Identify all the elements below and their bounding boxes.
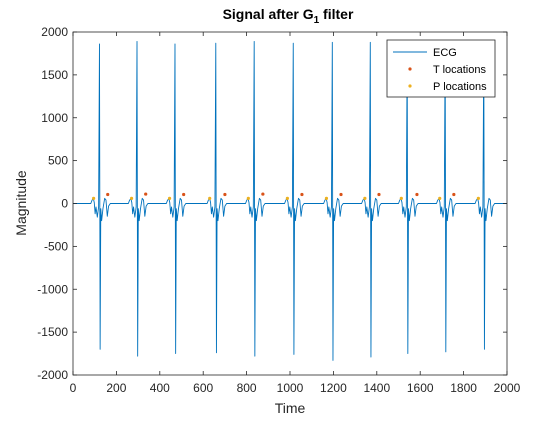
t-location-point xyxy=(339,192,343,197)
ecg-series-layer xyxy=(73,40,507,361)
x-tick-label: 2000 xyxy=(494,381,521,395)
y-axis: -2000 -1500 -1000 -500 0 500 1000 1500 2000 xyxy=(37,25,507,382)
p-location-point xyxy=(167,196,172,200)
p-location-point xyxy=(285,196,289,200)
legend-ecg-label: ECG xyxy=(433,47,457,59)
y-tick-label: -1000 xyxy=(37,282,68,296)
legend: ECG T locations P locations xyxy=(386,39,496,98)
y-tick-label: -1500 xyxy=(37,325,68,339)
p-location-point xyxy=(129,196,134,200)
p-location-point xyxy=(92,196,96,200)
x-tick-label: 600 xyxy=(193,381,213,395)
y-tick-label: 1500 xyxy=(41,68,68,82)
y-tick-label: 500 xyxy=(48,154,68,168)
t-location-point xyxy=(300,192,304,197)
p-location-point xyxy=(399,196,403,200)
p-location-point xyxy=(246,196,250,200)
x-tick-label: 1200 xyxy=(320,381,347,395)
t-location-point xyxy=(415,192,419,197)
chart-title: Signal after G1 filter xyxy=(223,6,354,26)
y-tick-label: 1000 xyxy=(41,111,68,125)
y-tick-label: 0 xyxy=(61,197,68,211)
ecg-line xyxy=(73,40,507,361)
x-tick-label: 800 xyxy=(237,381,257,395)
p-location-point xyxy=(363,196,367,200)
t-location-point xyxy=(223,192,227,197)
x-tick-label: 0 xyxy=(70,381,77,395)
legend-box xyxy=(386,39,496,98)
x-tick-label: 1400 xyxy=(363,381,390,395)
t-location-point xyxy=(377,192,381,197)
x-tick-label: 400 xyxy=(150,381,170,395)
y-tick-label: 2000 xyxy=(41,25,68,39)
x-tick-label: 1600 xyxy=(407,381,434,395)
t-locations-layer xyxy=(106,192,456,197)
chart-title-subscript: 1 xyxy=(314,15,320,26)
t-location-point xyxy=(106,192,110,197)
legend-p-label: P locations xyxy=(433,81,487,93)
x-axis: 0 200 400 600 800 1000 1200 1400 1600 1800 2000 xyxy=(70,32,521,395)
t-location-point xyxy=(452,192,456,197)
p-location-point xyxy=(208,196,212,200)
x-tick-label: 200 xyxy=(106,381,126,395)
p-location-point xyxy=(476,196,480,200)
x-tick-label: 1800 xyxy=(450,381,477,395)
t-location-point xyxy=(144,192,148,196)
t-location-point xyxy=(182,192,186,197)
x-tick-label: 1000 xyxy=(277,381,304,395)
y-tick-label: -2000 xyxy=(37,368,68,382)
p-location-point xyxy=(438,196,442,200)
legend-p-swatch xyxy=(408,84,412,88)
p-location-point xyxy=(324,196,329,200)
t-location-point xyxy=(261,192,265,196)
chart-title-main: Signal after G xyxy=(223,6,314,22)
y-tick-label: -500 xyxy=(44,239,68,253)
y-axis-label: Magnitude xyxy=(13,170,29,236)
x-axis-label: Time xyxy=(275,400,306,416)
chart-title-suffix: filter xyxy=(319,6,354,22)
p-locations-layer xyxy=(92,196,480,200)
legend-t-swatch xyxy=(408,67,412,71)
legend-t-label: T locations xyxy=(433,64,486,76)
